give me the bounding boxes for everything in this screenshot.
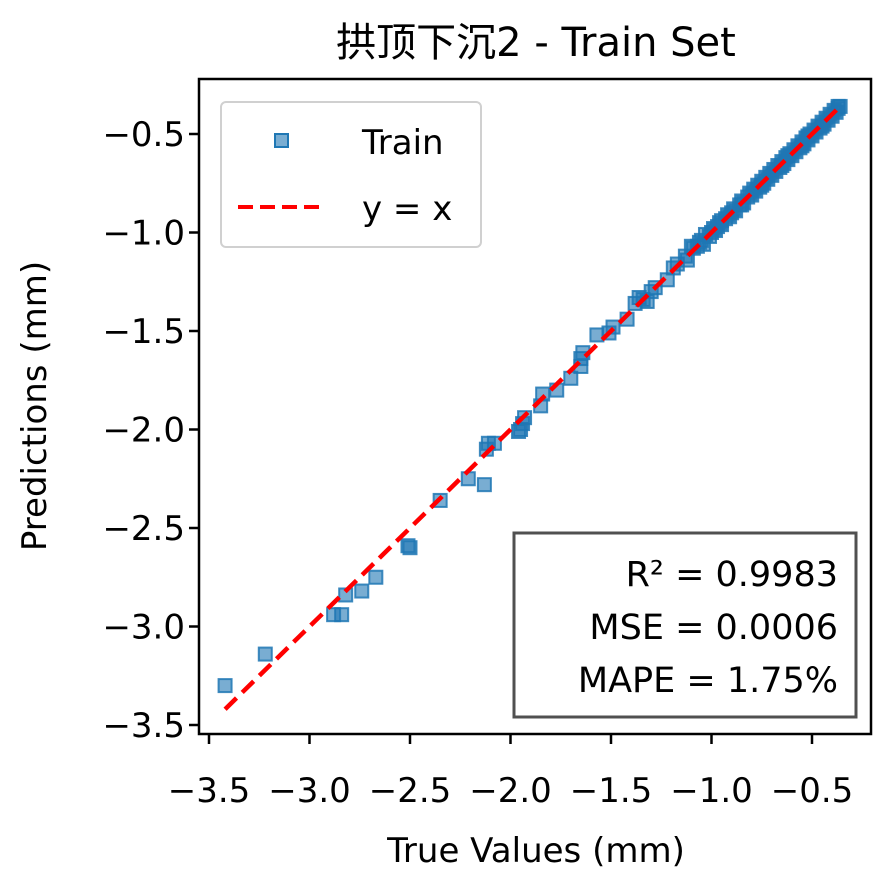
y-tick-label: −2.0 [102,411,185,451]
x-tick-label: −1.5 [570,771,653,811]
x-tick-label: −1.0 [670,771,753,811]
axis-ticks: −3.5 −3.0 −2.5 −2.0 −1.5 −1.0 −0.5 −3.5 −3.0 −2.5… [102,115,853,811]
y-tick-label: −0.5 [102,115,185,155]
metrics-box: R² = 0.9983 MSE = 0.0006 MAPE = 1.75% [512,531,858,719]
y-tick-label: −1.5 [102,312,185,352]
legend-identity-label: y = x [362,189,452,229]
scatter-point [589,327,605,343]
scatter-point [334,607,350,623]
legend-train-marker [274,133,289,148]
x-tick-label: −3.5 [168,771,251,811]
x-tick-label: −2.0 [469,771,552,811]
scatter-point [368,569,384,585]
legend-train-label: Train [361,123,444,163]
plot-area [197,77,873,736]
scatter-point [217,678,233,694]
scatter-point [460,471,476,487]
scatter-point [476,477,492,493]
legend: Train y = x [220,101,482,248]
metric-mse: MSE = 0.0006 [589,608,838,648]
scatter-point [402,540,418,556]
scatter-point [257,646,273,662]
y-tick-label: −3.5 [102,706,185,746]
y-tick-label: −2.5 [102,509,185,549]
metric-r2: R² = 0.9983 [626,555,838,595]
chart-title: 拱顶下沉2 - Train Set [336,20,736,66]
x-tick-label: −3.0 [268,771,351,811]
x-tick-label: −0.5 [771,771,854,811]
x-tick-label: −2.5 [369,771,452,811]
y-tick-label: −3.0 [102,608,185,648]
metrics-box-frame [512,531,858,719]
scatter-point [832,98,848,114]
y-axis-label: Predictions (mm) [15,261,55,551]
x-axis-label: True Values (mm) [386,831,685,871]
y-tick-label: −1.0 [102,214,185,254]
scatter-point [354,583,370,599]
metric-mape: MAPE = 1.75% [578,661,838,701]
